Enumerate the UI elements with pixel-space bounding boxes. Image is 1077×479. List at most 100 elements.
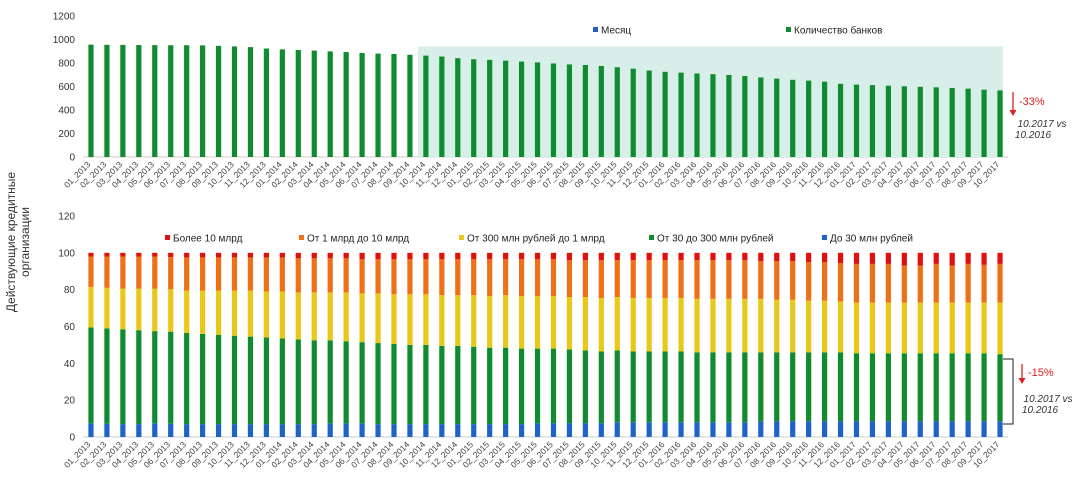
segment-300m-1b-bar	[375, 293, 381, 344]
bank-count-bar	[455, 58, 461, 158]
segment-300m-1b-bar	[550, 296, 557, 349]
segment-lt30m-bar	[136, 424, 142, 437]
segment-1-10b-bar	[455, 259, 461, 296]
segment-1-10b-bar	[184, 257, 190, 291]
segment-1-10b-bar	[917, 265, 923, 303]
segment-gt10b-bar	[742, 252, 748, 261]
structure-ytick-label: 60	[64, 322, 76, 333]
segment-lt30m-bar	[263, 424, 270, 437]
legend-label-segment-300m-1b: От 300 млн рублей до 1 млрд	[467, 233, 605, 245]
segment-30-300m-bar	[550, 348, 557, 424]
segment-30-300m-bar	[518, 348, 525, 425]
segment-300m-1b-bar	[327, 292, 333, 341]
segment-30-300m-bar	[184, 332, 190, 425]
banks-ytick-label: 600	[58, 82, 75, 93]
segment-300m-1b-bar	[455, 295, 461, 346]
segment-30-300m-bar	[790, 352, 796, 422]
bank-count-bar	[200, 45, 206, 157]
segment-gt10b-bar	[550, 252, 557, 260]
segment-gt10b-bar	[120, 252, 126, 257]
segment-30-300m-bar	[933, 353, 939, 422]
segment-lt30m-bar	[662, 422, 668, 437]
banks-ytick-label: 0	[69, 153, 75, 164]
segment-lt30m-bar	[806, 421, 812, 437]
bank-count-bar	[231, 46, 238, 158]
segment-300m-1b-bar	[582, 297, 588, 351]
bank-count-bar	[327, 51, 333, 157]
segment-30-300m-bar	[726, 352, 732, 423]
segment-1-10b-bar	[200, 257, 206, 291]
segment-gt10b-bar	[965, 252, 971, 264]
segment-300m-1b-bar	[391, 294, 397, 344]
segment-lt30m-bar	[949, 421, 955, 437]
segment-1-10b-bar	[503, 259, 509, 296]
segment-gt10b-bar	[981, 252, 987, 265]
bank-count-bar	[997, 90, 1003, 157]
segment-lt30m-bar	[630, 422, 636, 437]
segment-1-10b-bar	[837, 262, 844, 302]
segment-gt10b-bar	[806, 252, 812, 263]
segment-lt30m-bar	[917, 421, 923, 437]
legend-label-segment-lt30m: До 30 млн рублей	[830, 233, 913, 245]
segment-1-10b-bar	[710, 260, 716, 299]
segment-1-10b-bar	[742, 260, 748, 299]
segment-1-10b-bar	[391, 259, 397, 295]
bank-count-bar	[981, 89, 987, 157]
legend-swatch-segment-gt10b	[165, 235, 170, 240]
segment-300m-1b-bar	[152, 288, 158, 332]
segment-1-10b-bar	[949, 265, 955, 303]
legend-label-segment-gt10b: Более 10 млрд	[173, 234, 243, 245]
segment-30-300m-bar	[885, 353, 891, 422]
segment-1-10b-bar	[152, 256, 158, 289]
legend-swatch-banks	[786, 27, 791, 32]
segment-300m-1b-bar	[933, 302, 939, 354]
segment-1-10b-bar	[614, 260, 620, 298]
legend-swatch-segment-300m-1b	[459, 235, 464, 240]
bank-count-bar	[343, 52, 349, 158]
segment-1-10b-bar	[263, 257, 270, 292]
segment-300m-1b-bar	[901, 302, 907, 354]
segment-lt30m-bar	[853, 421, 860, 437]
segment-lt30m-bar	[439, 424, 445, 437]
segment-lt30m-bar	[279, 424, 285, 437]
segment-30-300m-bar	[837, 352, 844, 422]
comparison-note: 10.2016	[1022, 405, 1059, 416]
segment-gt10b-bar	[375, 252, 381, 260]
segment-1-10b-bar	[534, 259, 541, 297]
structure-ytick-label: 0	[69, 433, 75, 444]
segment-gt10b-bar	[439, 252, 445, 260]
segment-lt30m-bar	[503, 424, 509, 437]
segment-1-10b-bar	[231, 257, 238, 291]
segment-30-300m-bar	[742, 352, 748, 423]
bank-count-bar	[279, 49, 285, 158]
segment-lt30m-bar	[407, 424, 413, 437]
segment-1-10b-bar	[582, 260, 588, 298]
segment-lt30m-bar	[343, 423, 349, 437]
segment-300m-1b-bar	[311, 292, 317, 341]
segment-30-300m-bar	[152, 331, 158, 424]
segment-lt30m-bar	[885, 421, 891, 437]
segment-300m-1b-bar	[168, 289, 174, 332]
segment-lt30m-bar	[200, 424, 206, 437]
bank-count-bar	[566, 64, 573, 157]
segment-1-10b-bar	[439, 259, 445, 296]
segment-lt30m-bar	[774, 421, 780, 437]
bank-count-bar	[391, 53, 397, 157]
segment-1-10b-bar	[933, 263, 939, 303]
segment-gt10b-bar	[646, 252, 652, 261]
segment-gt10b-bar	[901, 252, 907, 266]
segment-gt10b-bar	[837, 252, 844, 263]
segment-30-300m-bar	[566, 349, 573, 424]
segment-gt10b-bar	[885, 252, 891, 264]
segment-gt10b-bar	[933, 252, 939, 264]
segment-30-300m-bar	[694, 352, 700, 423]
segment-1-10b-bar	[790, 261, 796, 300]
segment-30-300m-bar	[678, 351, 684, 423]
segment-300m-1b-bar	[343, 292, 349, 342]
segment-300m-1b-bar	[598, 297, 604, 352]
segment-gt10b-bar	[518, 252, 525, 260]
segment-lt30m-bar	[550, 423, 557, 437]
segment-300m-1b-bar	[630, 297, 636, 352]
segment-30-300m-bar	[120, 329, 126, 425]
